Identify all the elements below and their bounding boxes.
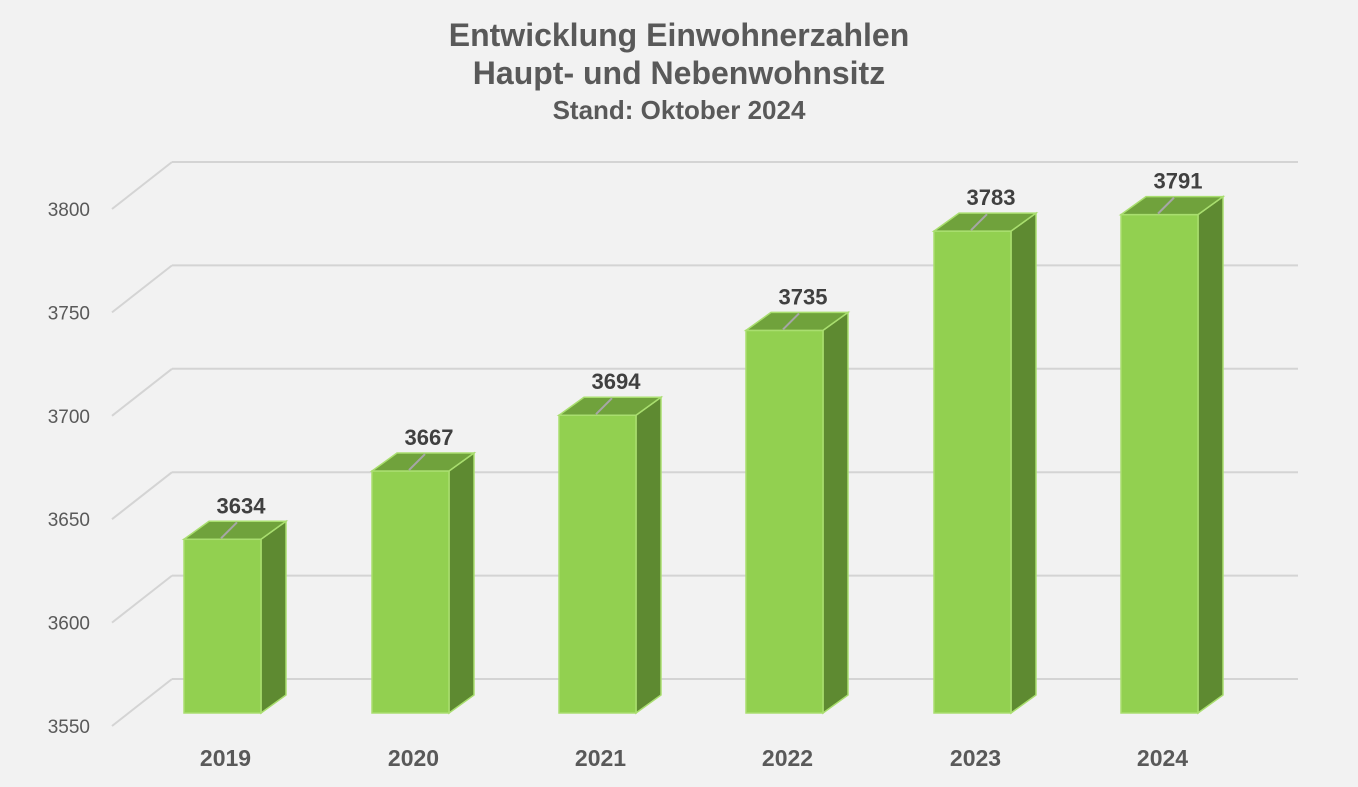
bar-front <box>558 414 637 714</box>
bar-top <box>1118 195 1226 216</box>
x-axis: 2019 2020 2021 2022 2023 2024 <box>200 745 1188 771</box>
bar-front <box>1120 213 1199 714</box>
y-tick-label: 3700 <box>48 407 90 428</box>
bar-top <box>556 396 664 416</box>
chart-title: Entwicklung Einwohnerzahlen <box>448 17 910 53</box>
data-label: 3783 <box>967 185 1016 210</box>
data-label: 3634 <box>217 493 267 518</box>
chart-subtitle-date: Stand: Oktober 2024 <box>552 95 806 125</box>
bar-front <box>183 538 262 714</box>
bar-2024 <box>1118 195 1226 715</box>
data-label-leader <box>1157 196 1175 215</box>
x-tick-label: 2021 <box>575 745 626 771</box>
gridline-depth <box>111 264 173 314</box>
bar-2023 <box>931 211 1039 715</box>
gridlines <box>111 161 1298 727</box>
bar-front <box>371 470 450 714</box>
bar-side <box>635 395 662 715</box>
gridline-depth <box>111 574 173 624</box>
data-label: 3735 <box>779 284 828 309</box>
data-label-leader <box>782 312 800 331</box>
gridline-depth <box>111 678 173 727</box>
y-tick-label: 3650 <box>48 510 90 531</box>
y-tick-label: 3800 <box>48 200 90 221</box>
y-tick-label: 3600 <box>48 614 90 635</box>
data-label-leader <box>220 521 238 539</box>
data-label: 3694 <box>592 369 642 394</box>
x-tick-label: 2022 <box>762 745 813 771</box>
chart-subtitle: Haupt- und Nebenwohnsitz <box>472 55 886 91</box>
bar-side <box>448 451 475 715</box>
gridline-depth <box>111 471 173 520</box>
bars <box>181 195 1226 715</box>
data-label-leader <box>970 213 988 231</box>
data-label: 3791 <box>1154 169 1203 194</box>
gridline-depth <box>111 368 173 417</box>
bar-2022 <box>743 310 851 715</box>
bar-side <box>260 519 287 715</box>
data-label: 3667 <box>405 425 454 450</box>
x-tick-label: 2020 <box>388 745 439 771</box>
x-tick-label: 2019 <box>200 745 251 771</box>
y-tick-label: 3550 <box>48 717 90 738</box>
x-tick-label: 2023 <box>950 745 1001 771</box>
data-label-leader <box>595 397 613 415</box>
bar-front <box>745 329 824 714</box>
gridline-depth <box>111 161 173 210</box>
bar-top <box>369 452 477 472</box>
data-label-leader <box>408 453 426 471</box>
bar-side <box>1197 195 1224 715</box>
y-tick-label: 3750 <box>48 303 90 324</box>
bar-2019 <box>181 519 289 715</box>
bar-top <box>743 311 851 332</box>
bar-2020 <box>369 451 477 715</box>
bar-side <box>822 310 849 715</box>
bar-top <box>181 520 289 541</box>
bar-front <box>933 230 1012 714</box>
y-axis: 3550 3600 3650 3700 3750 3800 <box>48 200 90 738</box>
x-tick-label: 2024 <box>1137 745 1188 771</box>
bar-top <box>931 212 1039 232</box>
data-labels: 3634 3667 3694 3735 3783 3791 <box>217 169 1203 519</box>
bar-side <box>1010 211 1037 715</box>
bar-2021 <box>556 395 664 715</box>
